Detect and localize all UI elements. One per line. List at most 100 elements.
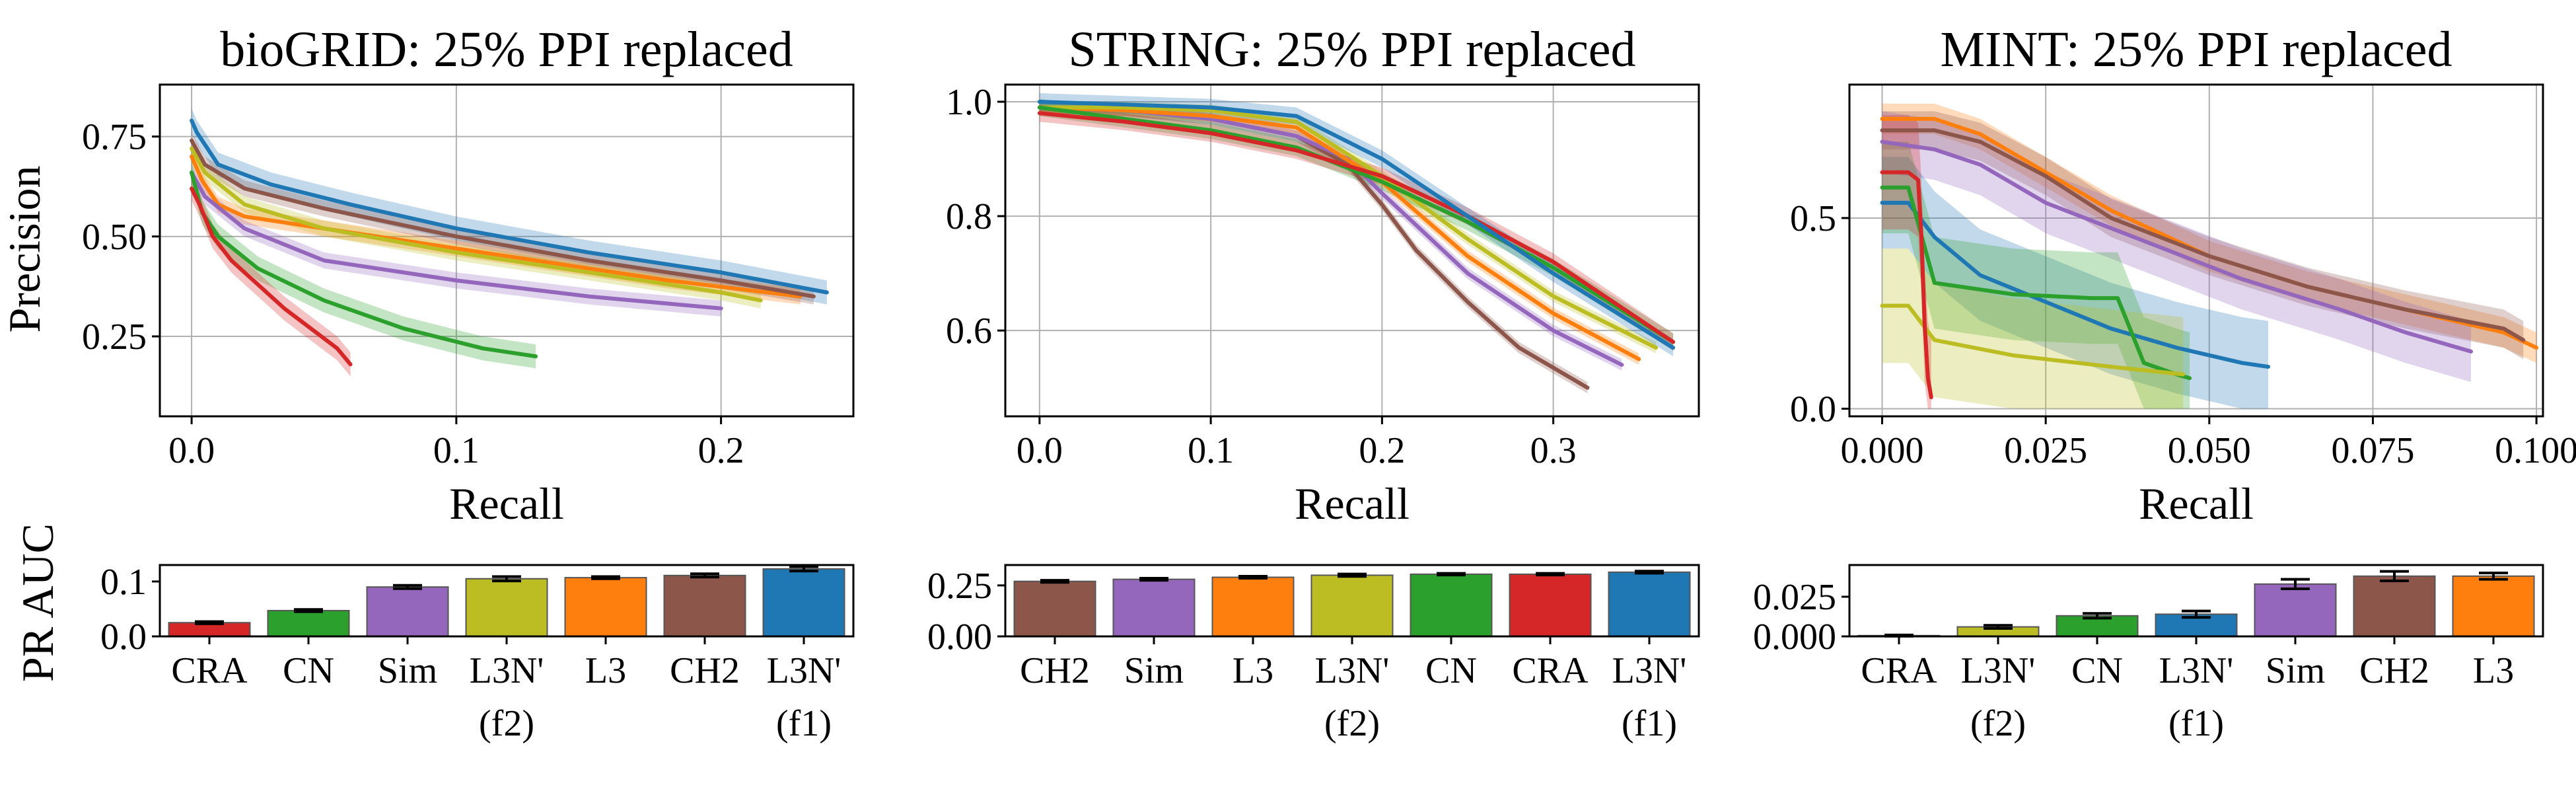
series-line-l3	[1037, 105, 1641, 361]
category-label: Sim	[378, 650, 437, 691]
category-label: L3N'	[2159, 650, 2234, 691]
x-tick-label: 0.050	[2168, 430, 2251, 471]
category-sublabel: (f2)	[1970, 703, 2026, 744]
chart-title: STRING: 25% PPI replaced	[1068, 22, 1635, 77]
series-line-l3n-f2	[1880, 303, 2186, 377]
category-sublabel: (f2)	[479, 703, 534, 744]
precision-axis-label: Precision	[0, 165, 50, 332]
category-label: CN	[2071, 650, 2123, 691]
plot-frame	[1004, 83, 1700, 418]
pr-auc-axis-label: PR AUC	[13, 523, 63, 682]
bar-l3n-f2	[1310, 574, 1394, 638]
bar-ch2	[1013, 580, 1096, 638]
category-label: CRA	[171, 650, 248, 691]
band-cn	[1039, 98, 1674, 351]
bar-l3n-f2	[465, 578, 548, 637]
category-label: Sim	[2266, 650, 2325, 691]
plot-area	[1037, 93, 1676, 394]
category-label: L3N'	[1315, 650, 1390, 691]
category-label: CRA	[1512, 650, 1589, 691]
bar-panel-biogrid: 0.0 0.1 CRA CN Sim L3N' (f2) L3 CH2 L3N' (f1)	[100, 562, 855, 744]
x-tick-label: 0.0	[1017, 430, 1063, 471]
category-label: L3N'	[470, 650, 544, 691]
category-label: L3N'	[1961, 650, 2036, 691]
series-line-ch2	[190, 138, 816, 299]
series-line-l3n-f1	[1037, 99, 1676, 350]
y-tick-label: 0.1	[100, 562, 147, 603]
band-l3	[1882, 103, 2537, 363]
y-tick-label: 0.8	[946, 196, 992, 237]
y-tick-label: 0.25	[927, 566, 992, 607]
band-l3n-f2	[1882, 248, 2184, 409]
bar-panel-string: 0.00 0.25 CH2 Sim L3 L3N' (f2) CN CRA L3N' (f1)	[927, 564, 1700, 744]
category-label: L3N'	[767, 650, 841, 691]
band-l3n-f1	[1039, 93, 1674, 357]
bar-sim	[1112, 578, 1196, 637]
category-sublabel: (f1)	[2168, 703, 2224, 744]
category-label: CH2	[1020, 650, 1090, 691]
category-label: L3N'	[1612, 650, 1687, 691]
series-line-l3n-f2	[190, 146, 763, 303]
plot-frame	[1848, 83, 2544, 418]
series-line-sim	[1880, 139, 2474, 354]
bar-l3n-f1	[762, 568, 845, 637]
x-tick-label: 0.025	[2004, 430, 2087, 471]
chart-title: MINT: 25% PPI replaced	[1940, 22, 2452, 77]
line-panel-mint: 0.000 0.025 0.050 0.075 0.100 0.0 0.5 MINT: 25%…	[1790, 22, 2576, 529]
band-l3n-f1	[192, 108, 827, 305]
y-tick-label: 0.025	[1753, 577, 1836, 618]
band-cn	[1882, 141, 2190, 409]
x-axis-label: Recall	[449, 478, 564, 529]
category-label: CH2	[670, 650, 740, 691]
category-label: CRA	[1861, 650, 1937, 691]
series-line-l3n-f2	[1037, 105, 1659, 350]
x-axis-label: Recall	[2139, 478, 2254, 529]
series-line-l3	[190, 154, 803, 299]
x-tick-label: 0.2	[698, 430, 744, 471]
bar-cn	[267, 609, 350, 638]
y-tick-label: 0.6	[946, 311, 992, 352]
category-label: CH2	[2359, 650, 2429, 691]
category-sublabel: (f1)	[1622, 703, 1677, 744]
bar-l3n-f1	[1608, 571, 1691, 637]
series-line-sim	[190, 170, 723, 311]
bar-cra	[1509, 573, 1592, 638]
x-tick-label: 0.075	[2331, 430, 2414, 471]
plot-frame	[159, 83, 855, 418]
y-tick-label: 0.50	[82, 217, 147, 258]
bar-l3	[2452, 575, 2535, 637]
bar-ch2	[2353, 575, 2436, 637]
category-label: L3	[1233, 650, 1273, 691]
category-label: L3	[2473, 650, 2514, 691]
bar-l3	[564, 577, 647, 637]
x-axis-label: Recall	[1295, 478, 1410, 529]
bar-sim	[366, 586, 449, 638]
y-tick-label: 0.00	[927, 617, 992, 658]
x-tick-label: 0.1	[1188, 430, 1234, 471]
plot-area	[190, 108, 829, 377]
bar-l3	[1211, 576, 1295, 637]
category-label: Sim	[1124, 650, 1184, 691]
series-line-cra	[1037, 111, 1676, 344]
y-tick-label: 0.0	[100, 617, 147, 658]
series-line-ch2	[1880, 128, 2526, 342]
series-line-cra	[190, 186, 353, 367]
band-cn	[192, 160, 536, 369]
chart-title: bioGRID: 25% PPI replaced	[220, 22, 793, 77]
band-sim	[1882, 111, 2472, 383]
y-tick-label: 0.25	[82, 317, 147, 358]
x-tick-label: 0.0	[168, 430, 215, 471]
band-sim	[192, 164, 721, 317]
bar-cn	[1410, 573, 1493, 638]
series-line-cra	[1880, 170, 1933, 400]
category-label: CN	[1425, 650, 1477, 691]
series-line-l3n-f1	[190, 118, 829, 295]
plot-frame	[1848, 564, 2544, 638]
x-tick-label: 0.1	[433, 430, 480, 471]
plot-frame	[1004, 564, 1700, 638]
line-panel-string: 0.0 0.1 0.2 0.3 0.6 0.8 1.0 STRING: 25% PPI rep…	[946, 22, 1700, 529]
category-label: CN	[283, 650, 334, 691]
category-label: L3	[585, 650, 626, 691]
